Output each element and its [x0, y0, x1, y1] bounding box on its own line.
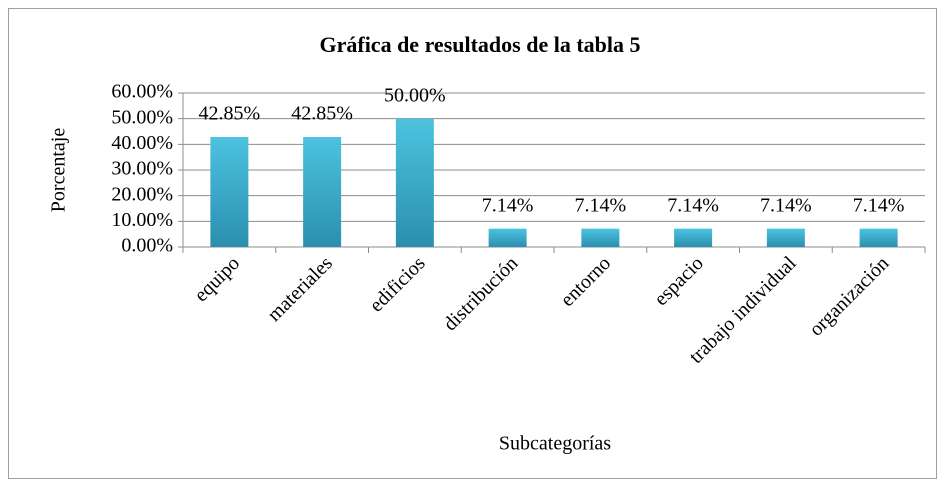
y-tick-label: 20.00% — [111, 183, 173, 205]
value-label: 42.85% — [291, 103, 353, 125]
value-label: 7.14% — [760, 194, 812, 216]
bar — [581, 228, 620, 247]
value-label: 7.14% — [575, 194, 627, 216]
y-axis-title: Porcentaje — [48, 128, 70, 213]
bar — [766, 228, 805, 247]
bar — [674, 228, 713, 247]
value-label: 7.14% — [482, 194, 534, 216]
y-tick-label: 30.00% — [111, 158, 173, 180]
y-tick-label: 50.00% — [111, 106, 173, 128]
bar — [210, 137, 249, 247]
value-label: 50.00% — [384, 84, 446, 106]
value-label: 7.14% — [667, 194, 719, 216]
y-tick-label: 0.00% — [121, 235, 173, 257]
value-label: 7.14% — [853, 194, 905, 216]
y-tick-label: 40.00% — [111, 132, 173, 154]
y-tick-label: 10.00% — [111, 209, 173, 231]
bar — [395, 118, 434, 248]
y-tick-label: 60.00% — [111, 81, 173, 103]
x-axis-title: Subcategorías — [499, 433, 611, 455]
bar — [488, 228, 527, 247]
bar — [859, 228, 898, 247]
chart-title: Gráfica de resultados de la tabla 5 — [319, 32, 640, 57]
bar — [303, 137, 342, 247]
value-label: 42.85% — [199, 103, 261, 125]
